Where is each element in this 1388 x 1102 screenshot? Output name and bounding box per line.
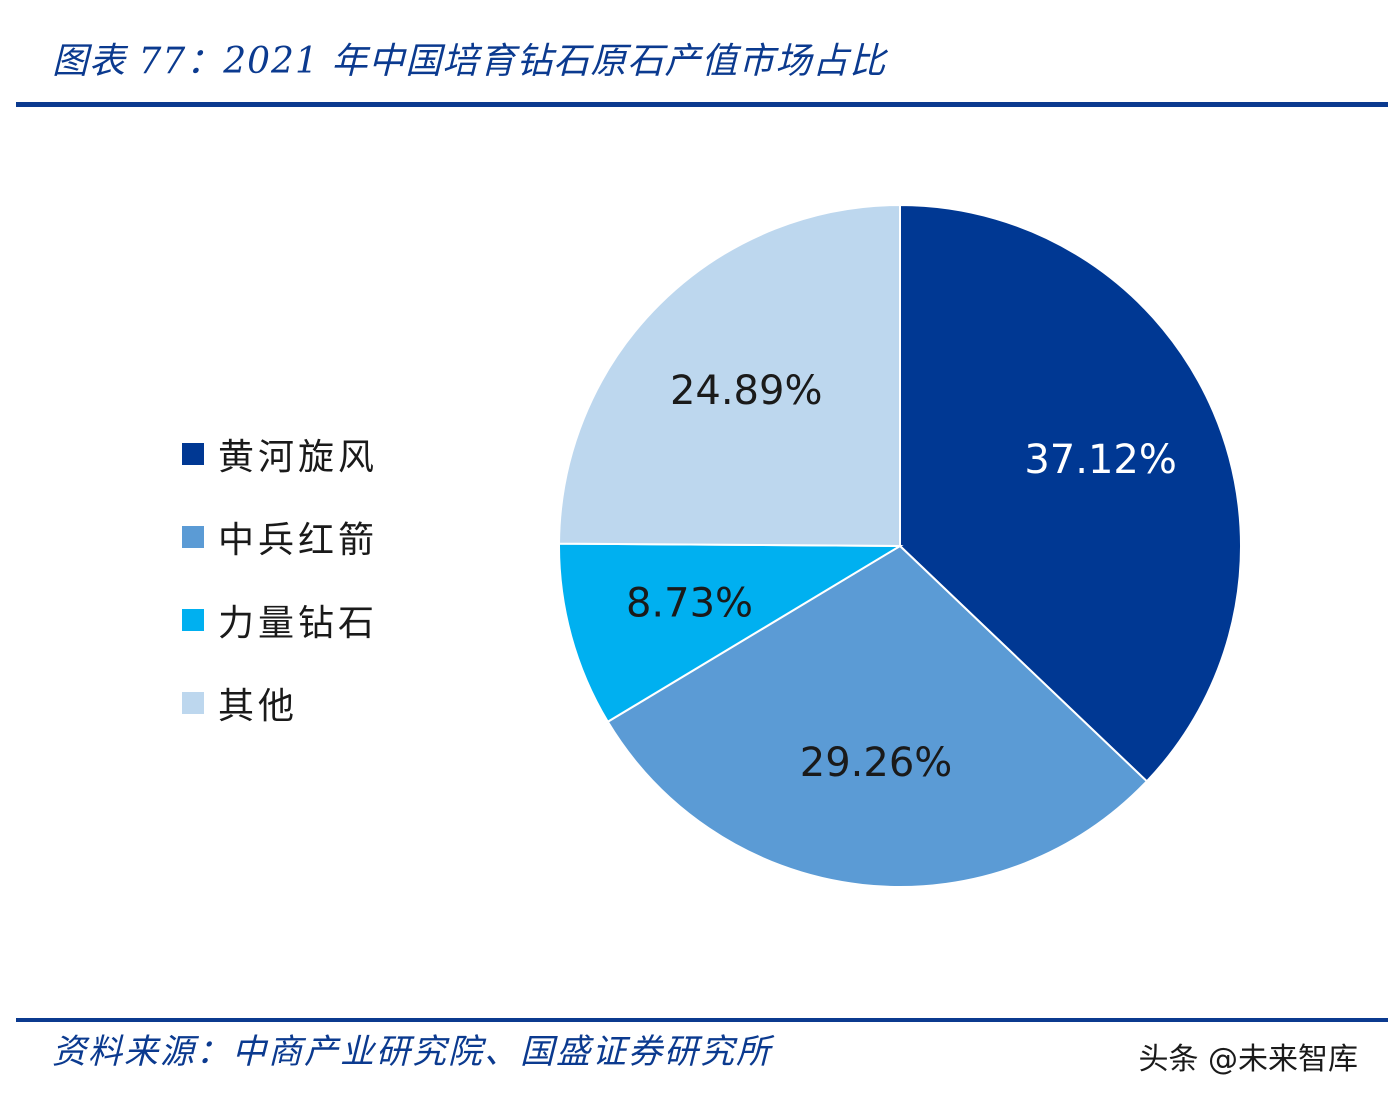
legend-item: 其他: [182, 661, 378, 744]
legend-item: 黄河旋风: [182, 412, 378, 495]
slice-data-label: 29.26%: [800, 740, 953, 786]
legend-label: 力量钻石: [218, 602, 379, 644]
legend-label: 黄河旋风: [218, 436, 379, 478]
legend-item: 力量钻石: [182, 578, 378, 661]
pie-slice: [558, 542, 904, 724]
watermark: 头条 @未来智库: [1138, 1042, 1358, 1077]
slice-data-label: 8.73%: [626, 581, 753, 627]
legend-label: 中兵红箭: [218, 519, 379, 561]
legend-label: 其他: [218, 685, 299, 727]
legend-swatch: [182, 691, 204, 714]
title-divider: [16, 102, 1388, 107]
legend-swatch: [182, 608, 204, 631]
legend-item: 中兵红箭: [182, 495, 378, 578]
source-note: 资料来源：中商产业研究院、国盛证券研究所: [52, 1032, 772, 1072]
legend-swatch: [182, 442, 204, 465]
pie-slice: [899, 203, 1242, 783]
legend-swatch: [182, 525, 204, 548]
pie-slice: [606, 544, 1149, 888]
source-divider: [16, 1018, 1388, 1022]
slice-data-label: 37.12%: [1024, 437, 1177, 483]
slice-data-label: 24.89%: [670, 368, 823, 414]
pie-slice: [558, 203, 901, 548]
chart-title: 图表 77：2021 年中国培育钻石原石产值市场占比: [52, 41, 887, 82]
chart-legend: 黄河旋风 中兵红箭 力量钻石 其他: [182, 412, 378, 744]
